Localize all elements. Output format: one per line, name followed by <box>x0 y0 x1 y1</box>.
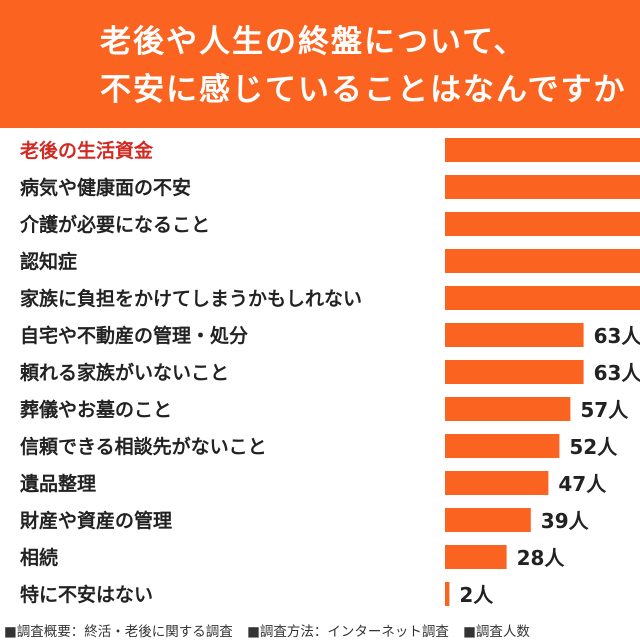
category-label: 葬儀やお墓のこと <box>20 398 172 421</box>
bar <box>445 582 450 606</box>
bar <box>445 434 560 458</box>
bar <box>445 212 640 236</box>
survey-method: ■調査方法：インターネット調査 <box>247 624 449 640</box>
category-label: 信頼できる相談先がないこと <box>20 435 267 458</box>
value-label: 39人 <box>541 509 590 533</box>
category-label: 認知症 <box>20 250 77 273</box>
bar <box>445 397 571 421</box>
value-label: 47人 <box>558 472 607 496</box>
category-label: 頼れる家族がいないこと <box>20 361 229 384</box>
bar-chart: 老後の生活資金病気や健康面の不安介護が必要になること認知症家族に負担をかけてしま… <box>19 138 640 607</box>
value-label: 63人 <box>594 324 640 348</box>
bar <box>445 286 640 310</box>
survey-overview: ■調査概要：終活・老後に関する調査 <box>4 624 233 640</box>
bar <box>445 508 531 532</box>
chart-title-line-2: 不安に感じていることはなんですか <box>100 72 627 108</box>
category-label: 病気や健康面の不安 <box>20 176 191 199</box>
value-label: 57人 <box>580 398 629 422</box>
title-banner: 老後や人生の終盤について、 不安に感じていることはなんですか <box>0 0 640 128</box>
value-label: 2人 <box>459 583 494 607</box>
chart-title-line-1: 老後や人生の終盤について、 <box>100 24 527 60</box>
bar <box>445 545 507 569</box>
category-label: 相続 <box>20 546 58 569</box>
category-label: 家族に負担をかけてしまうかもしれない <box>20 287 362 310</box>
category-label: 財産や資産の管理 <box>20 509 172 532</box>
value-label: 52人 <box>569 435 618 459</box>
bar <box>445 175 640 199</box>
bar <box>445 360 584 384</box>
bar <box>445 138 640 162</box>
survey-count: ■調査人数 <box>463 624 530 640</box>
category-label: 介護が必要になること <box>19 213 210 236</box>
category-label: 特に不安はない <box>20 583 153 606</box>
category-label: 遺品整理 <box>20 472 96 495</box>
bar <box>445 249 640 273</box>
survey-footer: ■調査概要：終活・老後に関する調査 ■調査方法：インターネット調査 ■調査人数 <box>4 620 640 640</box>
value-label: 28人 <box>517 546 566 570</box>
category-label: 老後の生活資金 <box>20 139 154 162</box>
bar <box>445 323 584 347</box>
bar <box>445 471 549 495</box>
category-label: 自宅や不動産の管理・処分 <box>20 324 248 347</box>
value-label: 63人 <box>594 361 640 385</box>
